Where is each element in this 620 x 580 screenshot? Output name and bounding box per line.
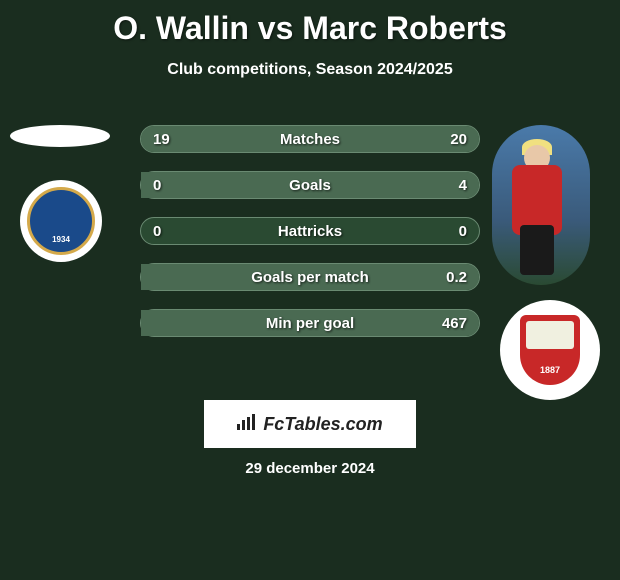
club-crest-left-year: 1934 [52,235,70,244]
stat-bar: Min per goal 467 [140,309,480,337]
stat-label: Hattricks [278,223,342,240]
stat-bar: 0 Goals 4 [140,171,480,199]
stat-value-right: 20 [450,131,467,148]
date-label: 29 december 2024 [0,460,620,477]
stat-value-right: 0 [459,223,467,240]
club-crest-shield: 1887 [520,315,580,385]
stats-container: 19 Matches 20 0 Goals 4 0 Hattricks 0 Goals per m… [140,125,480,355]
club-crest-shield-top [526,321,574,349]
player-left-silhouette [10,125,110,147]
club-crest-right: 1887 [500,300,600,400]
club-crest-right-year: 1887 [540,365,560,375]
stat-value-left: 0 [153,223,161,240]
stat-label: Matches [280,131,340,148]
player-right-photo [492,125,590,285]
bar-chart-icon [237,414,257,435]
club-crest-left: 1934 [20,180,102,262]
stat-label: Min per goal [266,315,354,332]
stat-label: Goals [289,177,331,194]
stat-value-right: 0.2 [446,269,467,286]
stat-value-left: 0 [153,177,161,194]
player-legs [520,225,554,275]
club-crest-right-inner: 1887 [510,310,590,390]
page-title: O. Wallin vs Marc Roberts [0,0,620,47]
page-subtitle: Club competitions, Season 2024/2025 [0,61,620,79]
fctables-logo-text: FcTables.com [263,414,382,435]
stat-bar: Goals per match 0.2 [140,263,480,291]
club-crest-left-inner: 1934 [27,187,95,255]
stat-bar: 0 Hattricks 0 [140,217,480,245]
stat-label: Goals per match [251,269,369,286]
stat-value-left: 19 [153,131,170,148]
fctables-logo: FcTables.com [204,400,416,448]
stat-value-right: 4 [459,177,467,194]
stat-value-right: 467 [442,315,467,332]
stat-bar: 19 Matches 20 [140,125,480,153]
